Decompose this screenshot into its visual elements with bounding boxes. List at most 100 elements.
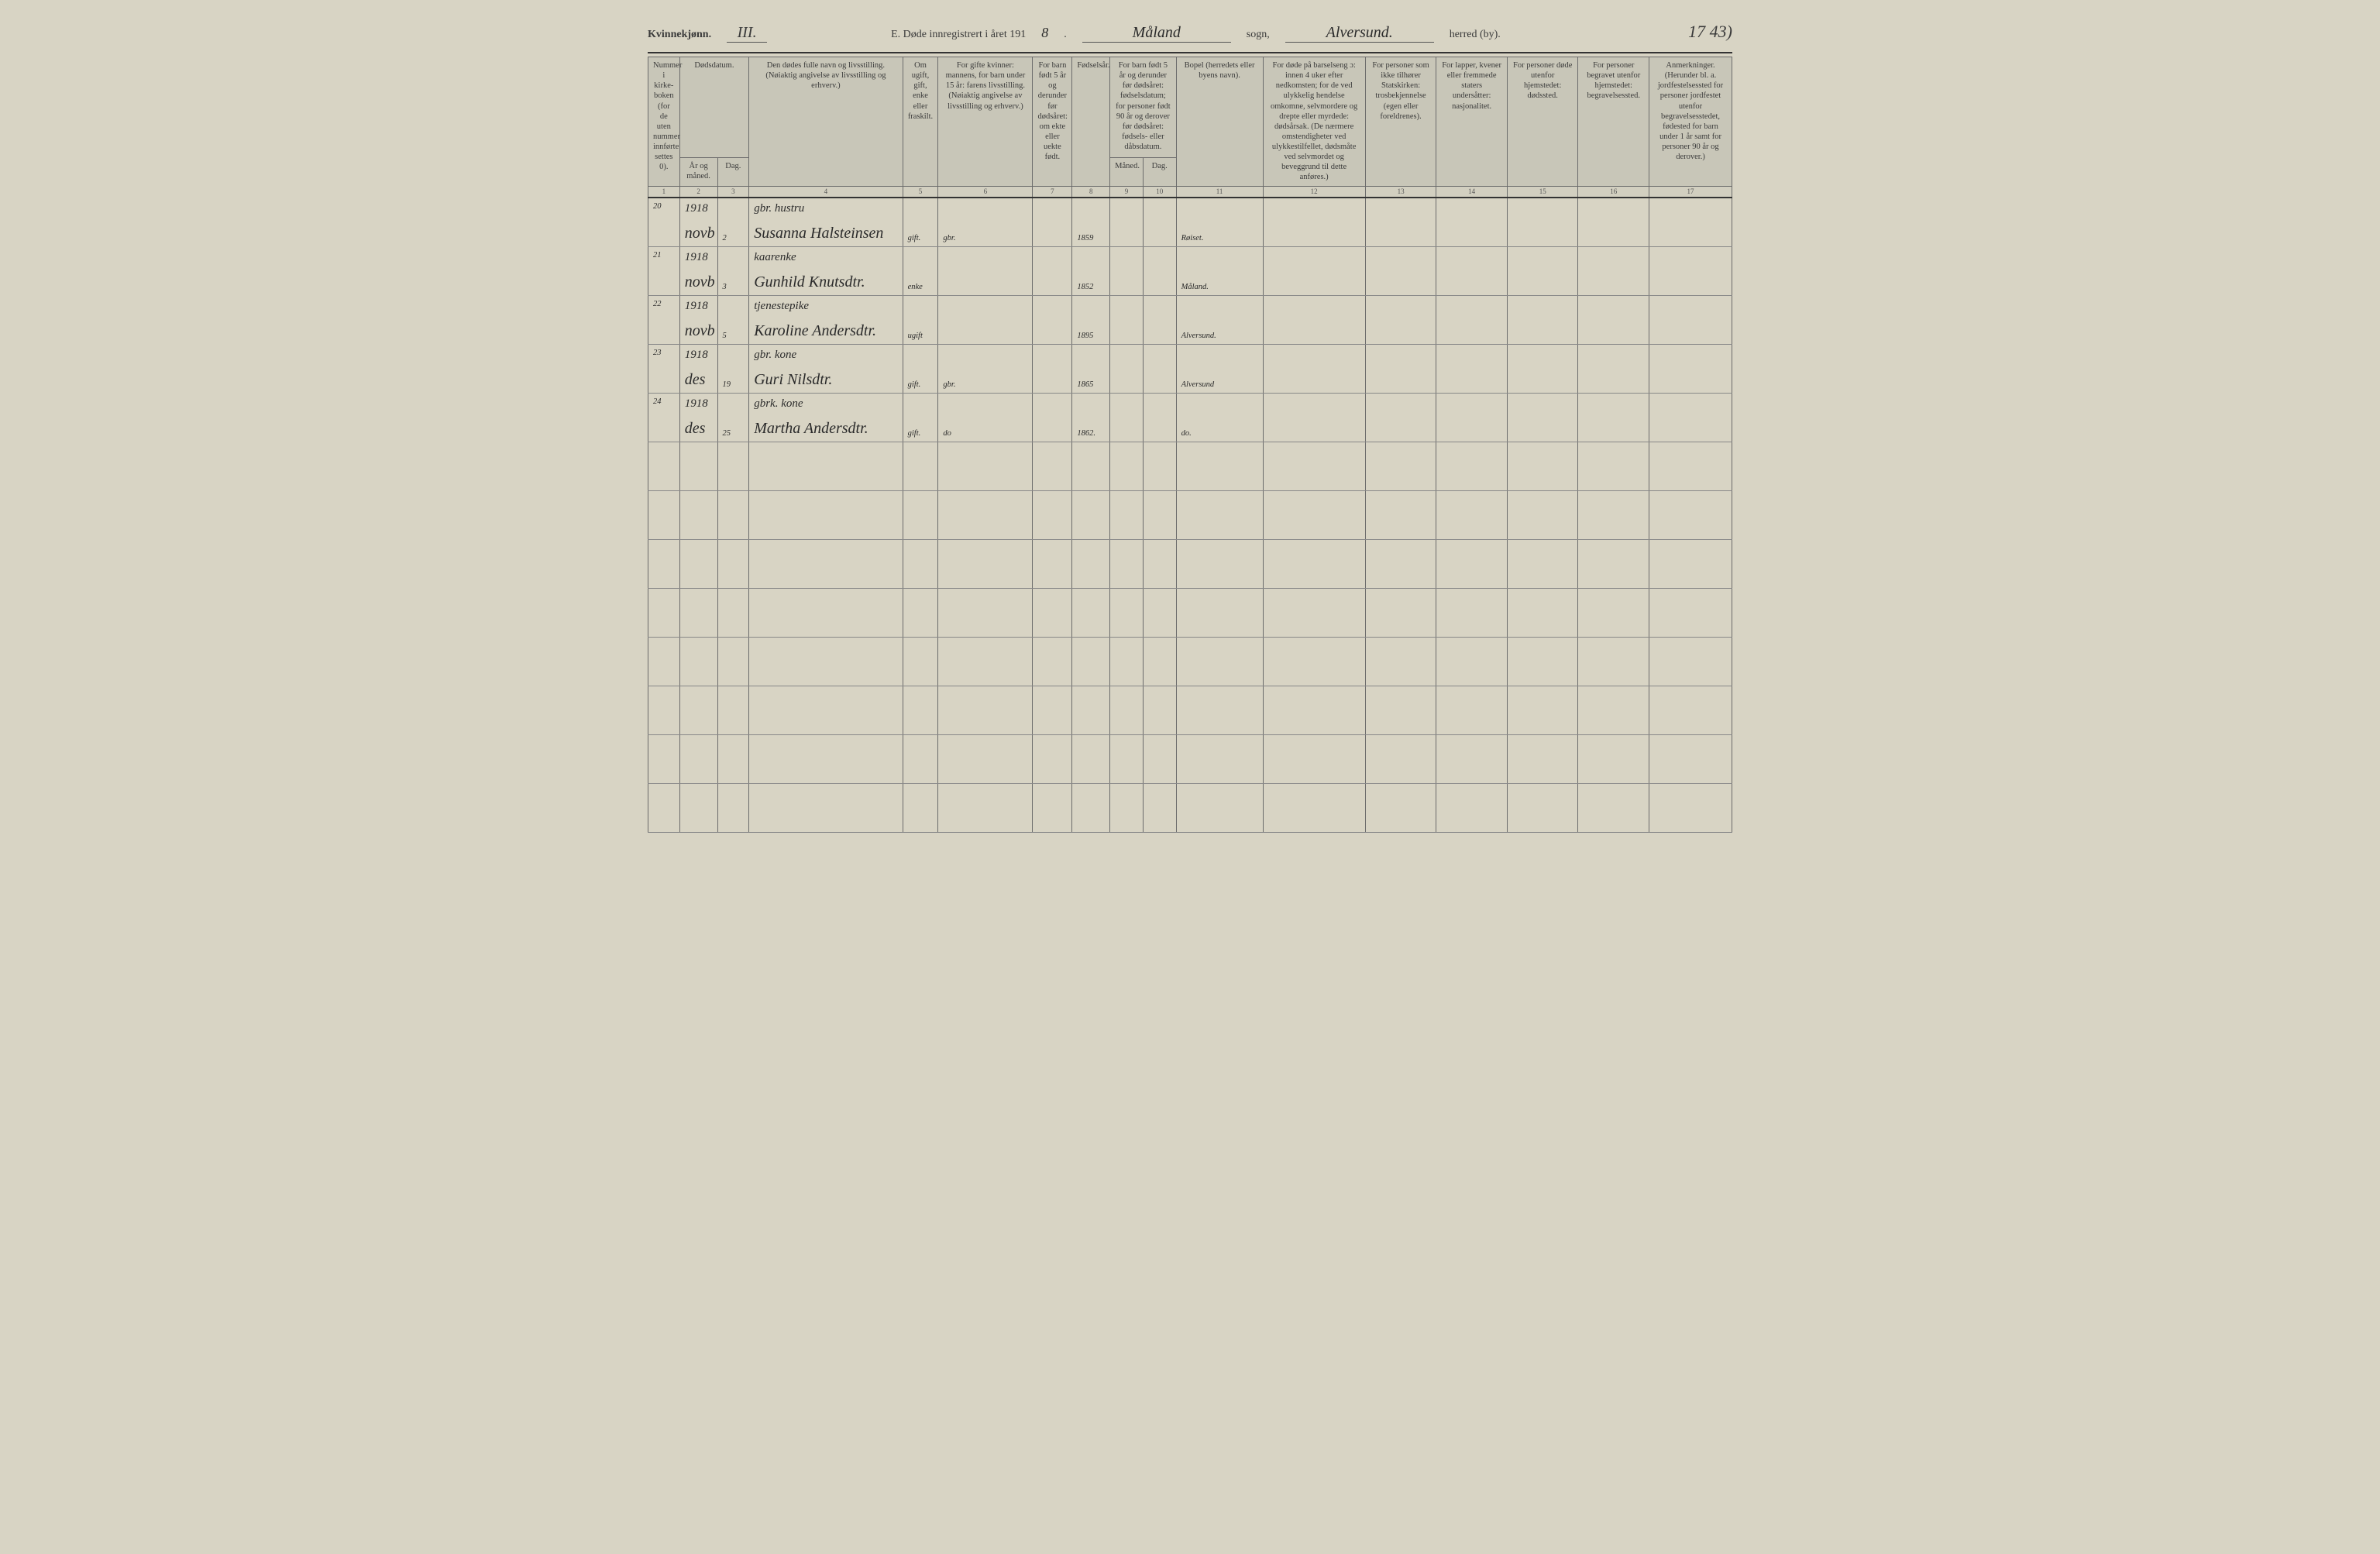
column-number: 5 bbox=[903, 186, 938, 198]
table-row-empty bbox=[648, 442, 1732, 490]
table-cell bbox=[1436, 295, 1508, 344]
column-number: 1 bbox=[648, 186, 680, 198]
table-cell: Røiset. bbox=[1176, 198, 1263, 247]
table-cell bbox=[749, 539, 903, 588]
column-number: 17 bbox=[1649, 186, 1732, 198]
col-header: Bopel (herredets eller byens navn). bbox=[1176, 57, 1263, 187]
table-cell bbox=[1110, 686, 1144, 734]
col-header: For personer døde utenfor hjemstedet: dø… bbox=[1507, 57, 1578, 187]
table-cell bbox=[679, 539, 717, 588]
table-cell: gbr. koneGuri Nilsdtr. bbox=[749, 344, 903, 393]
table-cell bbox=[1110, 246, 1144, 295]
column-number: 7 bbox=[1033, 186, 1072, 198]
table-cell bbox=[1507, 490, 1578, 539]
table-cell: 24 bbox=[648, 393, 680, 442]
table-cell bbox=[903, 783, 938, 832]
table-cell: enke bbox=[903, 246, 938, 295]
col-header: Om ugift, gift, enke eller fraskilt. bbox=[903, 57, 938, 187]
table-cell bbox=[1143, 393, 1176, 442]
table-cell bbox=[1436, 246, 1508, 295]
herred-label: herred (by). bbox=[1450, 29, 1501, 41]
table-cell bbox=[749, 637, 903, 686]
table-cell bbox=[938, 588, 1033, 637]
table-cell bbox=[1578, 246, 1649, 295]
column-number: 4 bbox=[749, 186, 903, 198]
table-cell bbox=[1033, 637, 1072, 686]
column-number: 16 bbox=[1578, 186, 1649, 198]
table-cell: 5 bbox=[717, 295, 749, 344]
table-cell bbox=[1436, 539, 1508, 588]
table-cell bbox=[1436, 686, 1508, 734]
table-cell bbox=[1072, 783, 1110, 832]
table-cell bbox=[1365, 393, 1436, 442]
table-cell bbox=[1110, 783, 1144, 832]
table-cell bbox=[1436, 588, 1508, 637]
table-cell bbox=[1436, 734, 1508, 783]
table-cell bbox=[1176, 539, 1263, 588]
gender-label: Kvinnekjønn. bbox=[648, 29, 711, 41]
table-cell: tjenestepikeKaroline Andersdtr. bbox=[749, 295, 903, 344]
table-cell bbox=[1649, 198, 1732, 247]
table-cell bbox=[1263, 783, 1365, 832]
column-number: 13 bbox=[1365, 186, 1436, 198]
table-cell bbox=[717, 442, 749, 490]
table-cell: 1852 bbox=[1072, 246, 1110, 295]
table-cell bbox=[1110, 539, 1144, 588]
table-cell: 3 bbox=[717, 246, 749, 295]
col-header: For døde på barselseng ɔ: innen 4 uker e… bbox=[1263, 57, 1365, 187]
table-cell: kaarenkeGunhild Knutsdtr. bbox=[749, 246, 903, 295]
table-cell bbox=[903, 637, 938, 686]
table-cell bbox=[1365, 295, 1436, 344]
table-cell bbox=[1507, 246, 1578, 295]
table-cell bbox=[749, 588, 903, 637]
col-header: Dødsdatum. bbox=[679, 57, 749, 158]
col-header: For gifte kvinner: mannens, for barn und… bbox=[938, 57, 1033, 187]
table-cell bbox=[1110, 344, 1144, 393]
table-cell bbox=[1263, 442, 1365, 490]
table-cell bbox=[1033, 246, 1072, 295]
table-cell bbox=[1649, 393, 1732, 442]
table-cell bbox=[749, 734, 903, 783]
col-header: For personer som ikke tilhører Statskirk… bbox=[1365, 57, 1436, 187]
table-row-empty bbox=[648, 539, 1732, 588]
table-cell bbox=[938, 490, 1033, 539]
table-cell bbox=[1507, 295, 1578, 344]
table-cell bbox=[1649, 539, 1732, 588]
table-cell bbox=[1033, 442, 1072, 490]
table-cell bbox=[1072, 588, 1110, 637]
table-cell bbox=[1507, 442, 1578, 490]
table-row-empty bbox=[648, 734, 1732, 783]
table-cell bbox=[1033, 295, 1072, 344]
table-cell bbox=[679, 588, 717, 637]
table-cell bbox=[1365, 734, 1436, 783]
table-cell: 1859 bbox=[1072, 198, 1110, 247]
table-cell bbox=[1143, 539, 1176, 588]
table-cell bbox=[1072, 442, 1110, 490]
table-cell bbox=[749, 490, 903, 539]
table-cell bbox=[903, 588, 938, 637]
column-number: 11 bbox=[1176, 186, 1263, 198]
table-cell bbox=[1365, 783, 1436, 832]
table-cell bbox=[1507, 588, 1578, 637]
col-header: For lapper, kvener eller fremmede stater… bbox=[1436, 57, 1508, 187]
table-cell bbox=[1507, 393, 1578, 442]
table-cell bbox=[1436, 783, 1508, 832]
table-cell bbox=[1365, 588, 1436, 637]
table-cell bbox=[1578, 295, 1649, 344]
col-subheader: Måned. bbox=[1110, 158, 1144, 186]
table-cell bbox=[938, 295, 1033, 344]
column-number: 12 bbox=[1263, 186, 1365, 198]
col-subheader: Dag. bbox=[1143, 158, 1176, 186]
table-cell bbox=[938, 783, 1033, 832]
table-cell bbox=[1578, 539, 1649, 588]
rule-top bbox=[648, 52, 1732, 53]
title-prefix: E. Døde innregistrert i året 191 bbox=[891, 29, 1026, 41]
col-subheader: År og måned. bbox=[679, 158, 717, 186]
table-cell bbox=[679, 490, 717, 539]
table-cell bbox=[1436, 490, 1508, 539]
table-cell bbox=[1578, 490, 1649, 539]
table-cell bbox=[903, 539, 938, 588]
table-cell bbox=[1033, 783, 1072, 832]
table-cell bbox=[679, 783, 717, 832]
table-row: 201918novb2gbr. hustruSusanna Halsteinse… bbox=[648, 198, 1732, 247]
